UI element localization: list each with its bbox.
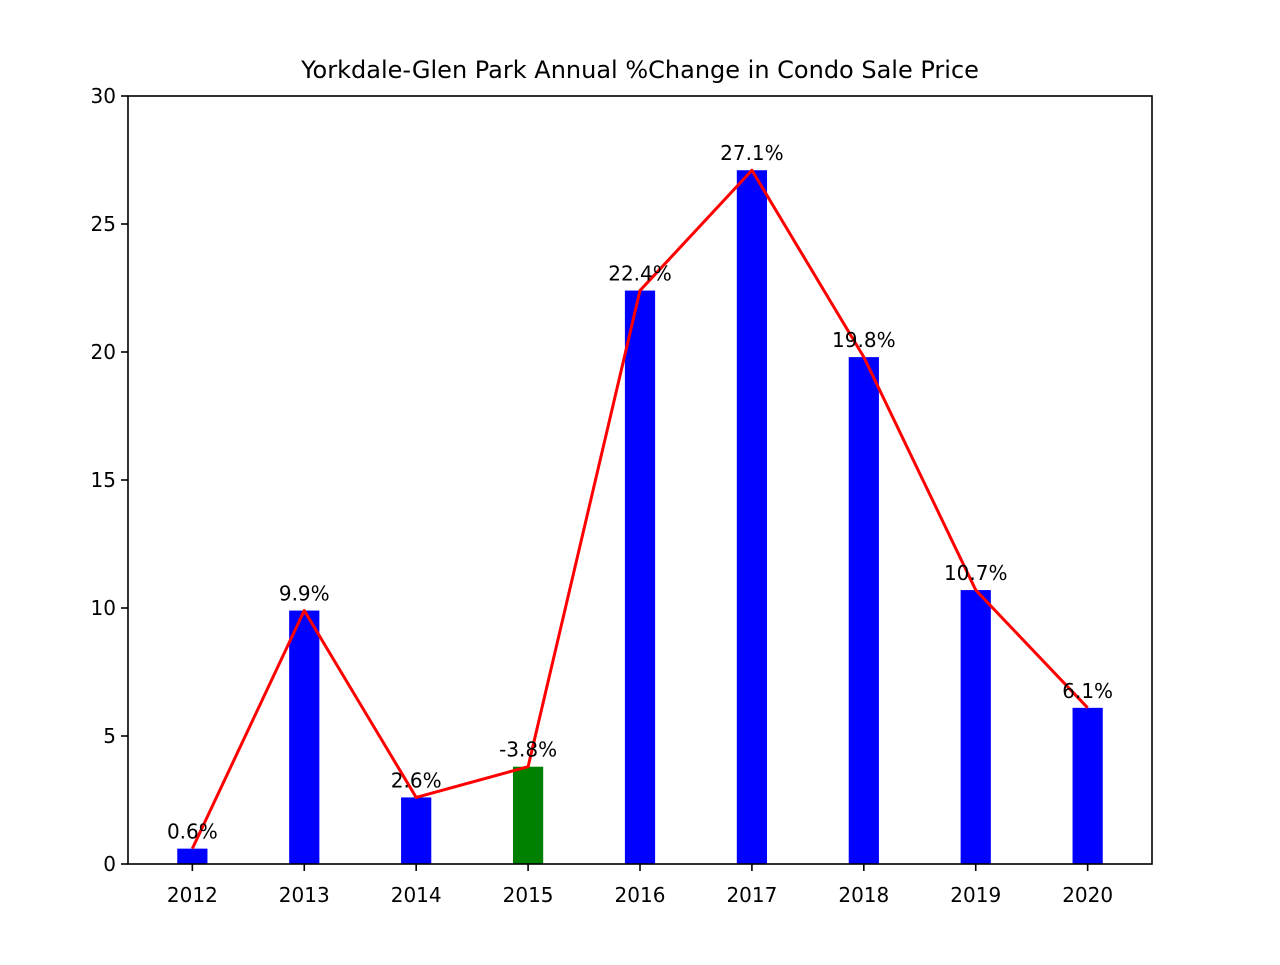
data-label-2020: 6.1% xyxy=(1062,679,1113,703)
data-label-2014: 2.6% xyxy=(391,768,442,792)
axes-layer: 0 5 10 15 20 25 30 2012 2013 2014 2015 2016 2017 2018… xyxy=(91,84,1153,907)
x-tick-label: 2016 xyxy=(615,883,666,907)
x-tick-label: 2012 xyxy=(167,883,218,907)
chart-title: Yorkdale-Glen Park Annual %Change in Con… xyxy=(300,56,979,84)
bar-2020 xyxy=(1072,707,1103,864)
trend-line-layer xyxy=(190,168,1089,850)
y-tick-label: 25 xyxy=(91,212,116,236)
y-tick-label: 5 xyxy=(103,724,116,748)
data-labels-layer: 0.6% 9.9% 2.6% -3.8% 22.4% 27.1% 19.8% 10.7% 6.1… xyxy=(167,141,1113,843)
x-tick-label: 2015 xyxy=(503,883,554,907)
data-label-2019: 10.7% xyxy=(944,561,1008,585)
bar-2017 xyxy=(736,170,768,865)
x-tick-label: 2020 xyxy=(1062,883,1113,907)
x-tick-label: 2019 xyxy=(950,883,1001,907)
data-label-2016: 22.4% xyxy=(608,262,672,286)
x-tick-label: 2018 xyxy=(838,883,889,907)
y-tick-label: 0 xyxy=(103,852,116,876)
bar-2018 xyxy=(848,357,879,864)
data-label-2012: 0.6% xyxy=(167,820,218,844)
y-tick-label: 10 xyxy=(91,596,116,620)
y-tick-label: 20 xyxy=(91,340,116,364)
data-label-2013: 9.9% xyxy=(279,582,330,606)
trend-line xyxy=(190,168,1089,850)
data-label-2015: -3.8% xyxy=(499,738,557,762)
data-label-2018: 19.8% xyxy=(832,328,896,352)
x-tick-label: 2014 xyxy=(391,883,442,907)
bar-2016 xyxy=(624,290,656,864)
y-tick-label: 30 xyxy=(91,84,116,108)
y-tick-label: 15 xyxy=(91,468,116,492)
x-tick-label: 2017 xyxy=(726,883,777,907)
bar-2012 xyxy=(177,848,208,864)
x-tick-label: 2013 xyxy=(279,883,330,907)
data-label-2017: 27.1% xyxy=(720,141,784,165)
bars-layer xyxy=(177,170,1103,865)
bar-2019 xyxy=(960,590,991,864)
bar-2013 xyxy=(289,610,320,864)
bar-2015 xyxy=(512,766,544,864)
bar-2014 xyxy=(401,797,432,864)
